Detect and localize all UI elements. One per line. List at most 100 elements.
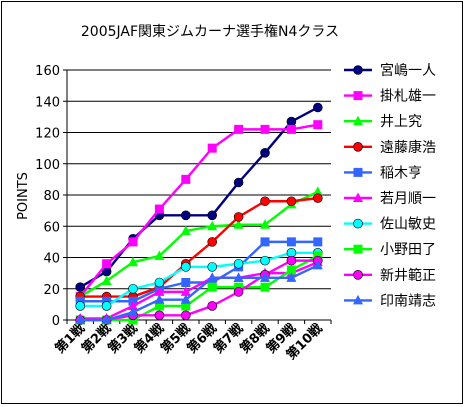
- data-point: [75, 301, 85, 311]
- data-point: [207, 210, 217, 221]
- data-point: [128, 283, 138, 294]
- legend-marker: [353, 244, 363, 254]
- data-point: [128, 300, 138, 310]
- legend-item: 新井範正: [344, 267, 436, 284]
- data-point: [260, 255, 270, 266]
- legend-marker: [353, 142, 363, 152]
- legend-marker: [353, 218, 363, 229]
- data-point: [207, 143, 217, 153]
- data-point: [207, 301, 217, 311]
- series-line: [80, 261, 319, 320]
- data-point: [313, 120, 323, 130]
- y-tick-label: 60: [43, 220, 60, 235]
- data-point: [181, 301, 191, 311]
- data-point: [260, 219, 270, 229]
- legend-label: 遠藤康浩: [380, 139, 436, 156]
- legend-label: 掛札雄一: [380, 89, 436, 105]
- data-point: [181, 210, 191, 221]
- data-point: [286, 255, 297, 266]
- legend-label: 新井範正: [380, 267, 436, 284]
- data-point: [260, 237, 270, 247]
- legend-marker: [353, 115, 363, 126]
- data-point: [180, 294, 191, 304]
- series-line: [80, 251, 318, 308]
- data-point: [312, 102, 323, 113]
- legend-item: 井上究: [344, 114, 422, 130]
- data-point: [128, 237, 138, 247]
- legend-label: 宮嶋一人: [380, 63, 436, 79]
- data-point: [234, 124, 244, 134]
- legend-marker: [353, 294, 363, 305]
- data-point: [75, 314, 86, 324]
- legend-label: 若月順一: [380, 191, 436, 207]
- data-point: [181, 278, 191, 287]
- y-tick-label: 140: [35, 95, 60, 110]
- data-point: [233, 258, 244, 269]
- data-point: [260, 148, 270, 158]
- legend-marker: [353, 65, 363, 75]
- data-point: [313, 237, 323, 247]
- legend-item: 遠藤康浩: [344, 139, 436, 156]
- data-point: [286, 196, 297, 207]
- data-point: [154, 277, 165, 288]
- data-point: [154, 250, 165, 260]
- legend-item: 佐山敏史: [344, 217, 436, 233]
- y-tick-label: 160: [35, 64, 60, 79]
- chart-title: 2005JAF関東ジムカーナ選手権N4クラス: [81, 23, 339, 40]
- data-point: [286, 124, 296, 134]
- data-point: [154, 310, 165, 321]
- series-group: [75, 102, 323, 292]
- series-line: [80, 259, 318, 322]
- data-point: [260, 272, 270, 282]
- data-point: [207, 262, 217, 272]
- data-point: [128, 306, 138, 317]
- series-line: [80, 240, 318, 303]
- y-tick-label: 40: [43, 252, 60, 267]
- plot-area: 020406080100120140160第1戦第2戦第3戦第4戦第5戦第6戦第…: [35, 64, 332, 363]
- data-point: [102, 259, 112, 269]
- y-tick-label: 20: [43, 283, 60, 298]
- legend-label: 佐山敏史: [380, 217, 436, 233]
- data-point: [286, 272, 297, 282]
- data-point: [128, 256, 138, 267]
- data-point: [233, 177, 244, 188]
- data-point: [101, 314, 112, 324]
- data-point: [101, 301, 112, 311]
- data-point: [180, 286, 191, 296]
- data-point: [312, 259, 323, 270]
- data-point: [260, 196, 270, 207]
- legend-marker: [353, 91, 363, 101]
- y-tick-label: 80: [43, 189, 60, 204]
- data-point: [181, 262, 191, 272]
- data-point: [286, 265, 296, 275]
- legend-label: 稲木亨: [380, 164, 422, 181]
- y-tick-label: 120: [35, 127, 60, 142]
- data-point: [286, 237, 296, 247]
- legend-item: 宮嶋一人: [344, 63, 436, 79]
- series-line: [79, 123, 319, 298]
- data-point: [154, 204, 164, 214]
- legend-item: 小野田了: [344, 242, 436, 258]
- y-axis-label: POINTS: [16, 172, 31, 220]
- data-point: [286, 116, 297, 127]
- data-point: [312, 193, 323, 203]
- data-point: [154, 294, 165, 304]
- legend-marker: [353, 167, 363, 177]
- data-point: [101, 275, 112, 285]
- data-point: [154, 286, 165, 296]
- data-point: [181, 310, 191, 321]
- data-point: [260, 124, 270, 134]
- legend-label: 印南靖志: [380, 293, 436, 309]
- legend-item: 若月順一: [344, 191, 436, 207]
- data-point: [181, 174, 191, 184]
- legend-item: 掛札雄一: [344, 89, 436, 105]
- data-point: [180, 225, 191, 235]
- data-point: [207, 237, 217, 247]
- series-line: [80, 264, 319, 322]
- data-point: [207, 282, 217, 292]
- data-point: [75, 282, 85, 292]
- data-point: [233, 287, 244, 297]
- data-point: [260, 282, 270, 292]
